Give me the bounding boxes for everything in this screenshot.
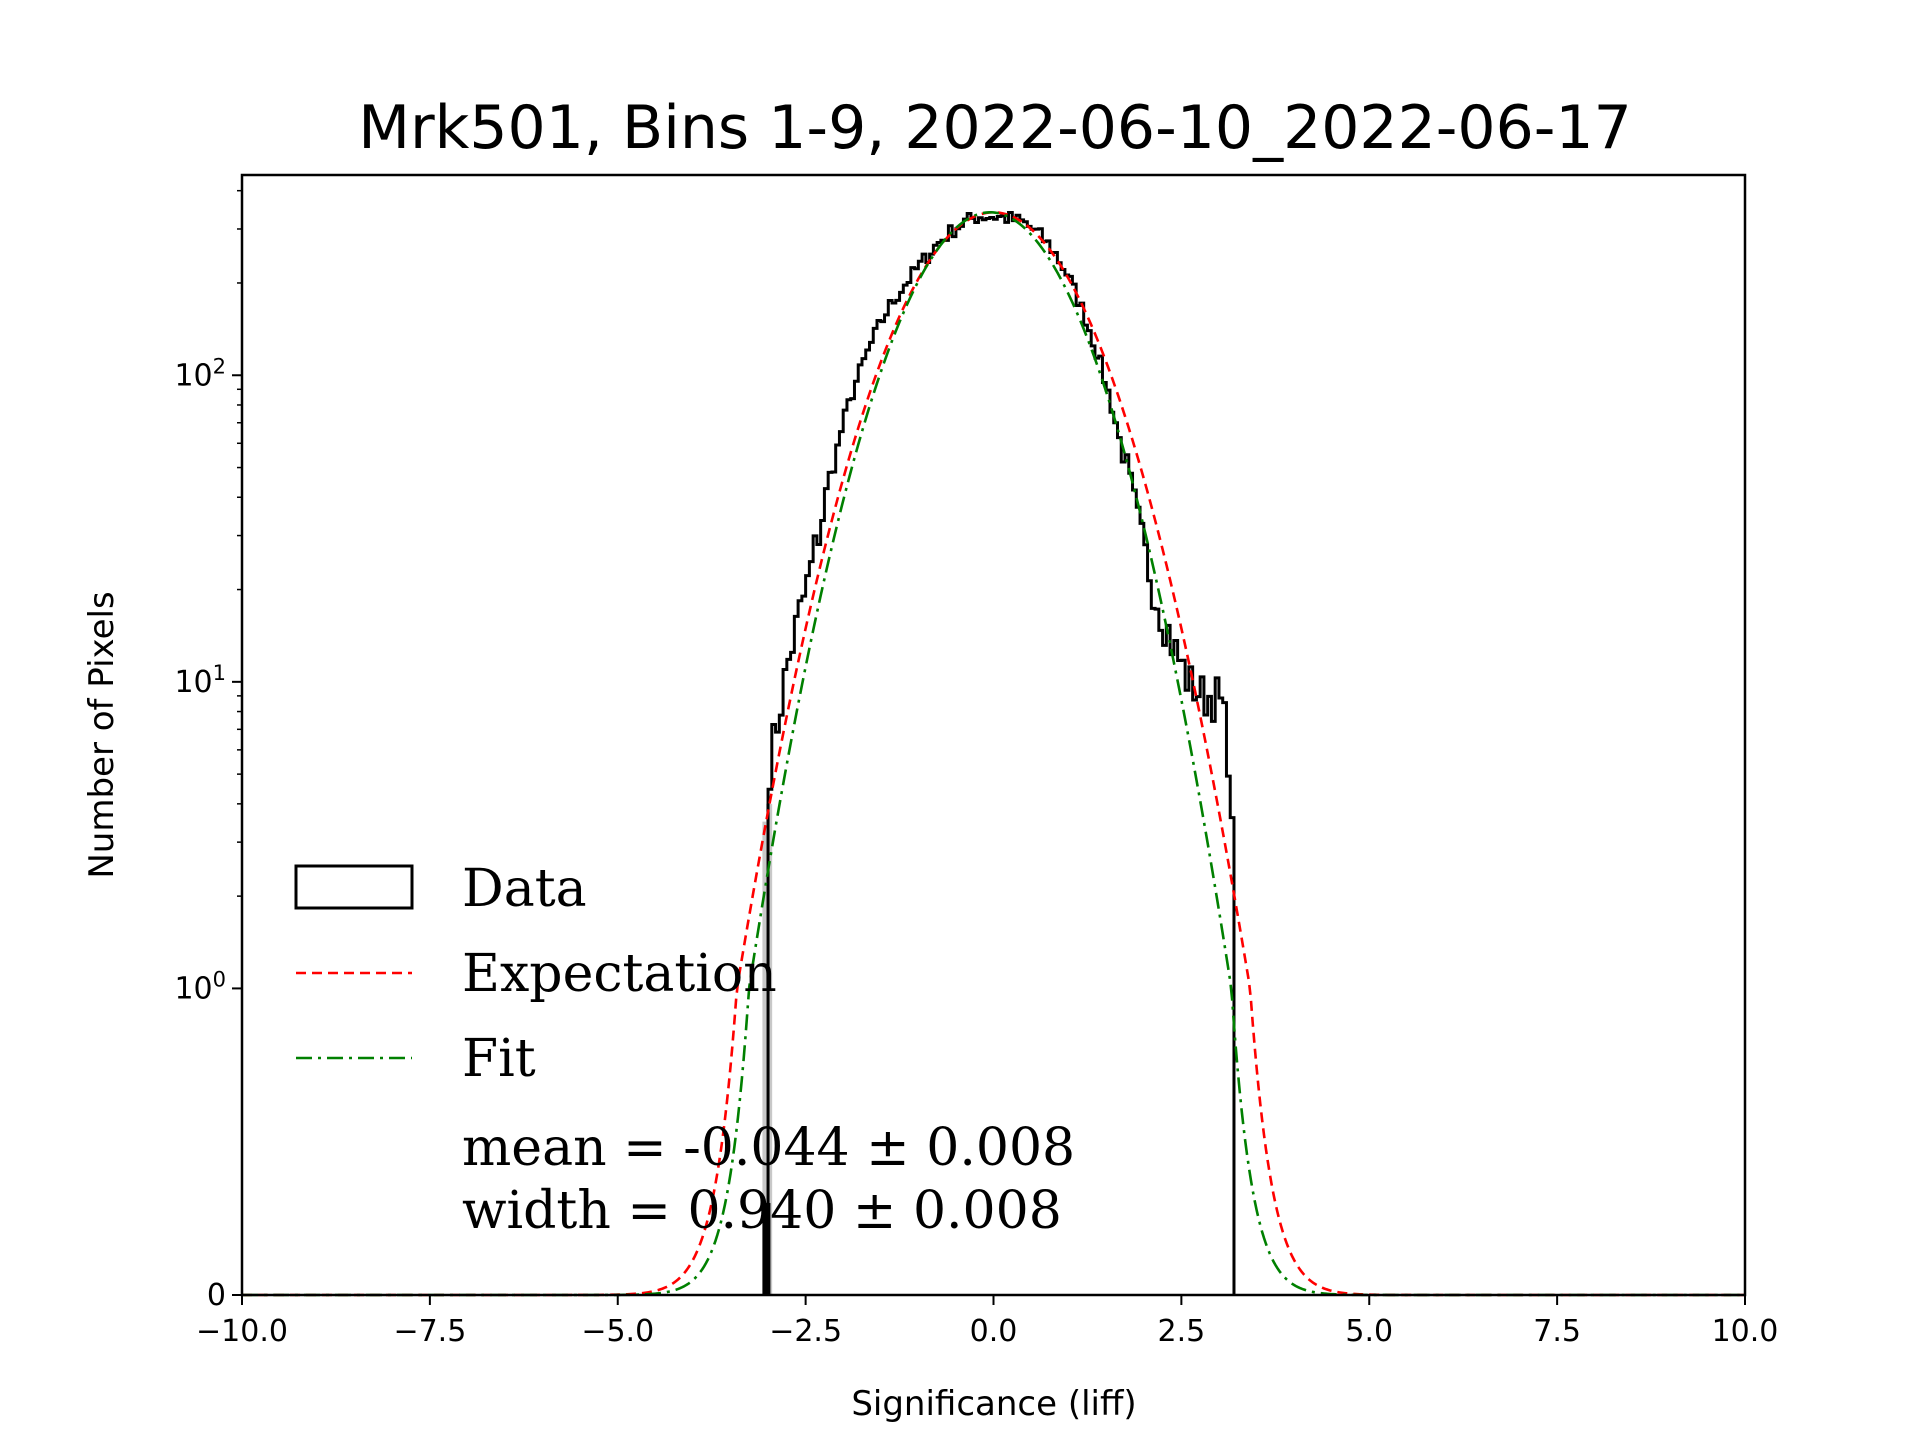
x-tick-label: −7.5 — [393, 1314, 466, 1349]
y-axis: 0 100 101 102 — [174, 189, 242, 1313]
x-tick-label: −10.0 — [196, 1314, 288, 1349]
y-tick-label: 102 — [174, 354, 226, 393]
x-axis-label: Significance (liff) — [851, 1384, 1136, 1424]
legend-label: Data — [462, 859, 587, 919]
data-spike-0 — [762, 1203, 771, 1295]
legend-swatch-data — [294, 864, 414, 910]
x-tick-label: 10.0 — [1712, 1314, 1779, 1349]
gray-bin-0 — [762, 821, 769, 1295]
data-histogram — [766, 211, 1236, 1295]
y-axis-label: Number of Pixels — [82, 591, 122, 878]
legend-label: Expectation — [462, 944, 777, 1004]
x-tick-label: 7.5 — [1533, 1314, 1581, 1349]
x-tick-label: −5.0 — [581, 1314, 654, 1349]
x-axis: −10.0 −7.5 −5.0 −2.5 0.0 2.5 5.0 7.5 10.0 — [196, 1295, 1778, 1349]
x-tick-label: −2.5 — [769, 1314, 842, 1349]
y-tick-label: 101 — [174, 661, 226, 700]
y-tick-label: 100 — [174, 967, 226, 1006]
y-tick-label: 0 — [207, 1278, 226, 1313]
fit-stats: mean = -0.044 ± 0.008 width = 0.940 ± 0.… — [462, 1118, 1075, 1241]
width-annotation: width = 0.940 ± 0.008 — [462, 1181, 1062, 1241]
x-tick-label: 5.0 — [1345, 1314, 1393, 1349]
mean-annotation: mean = -0.044 ± 0.008 — [462, 1118, 1075, 1178]
x-tick-label: 2.5 — [1158, 1314, 1206, 1349]
legend: Data Expectation Fit — [294, 859, 777, 1089]
chart-title: Mrk501, Bins 1-9, 2022-06-10_2022-06-17 — [358, 93, 1632, 163]
x-tick-label: 0.0 — [970, 1314, 1018, 1349]
legend-label: Fit — [462, 1029, 536, 1089]
